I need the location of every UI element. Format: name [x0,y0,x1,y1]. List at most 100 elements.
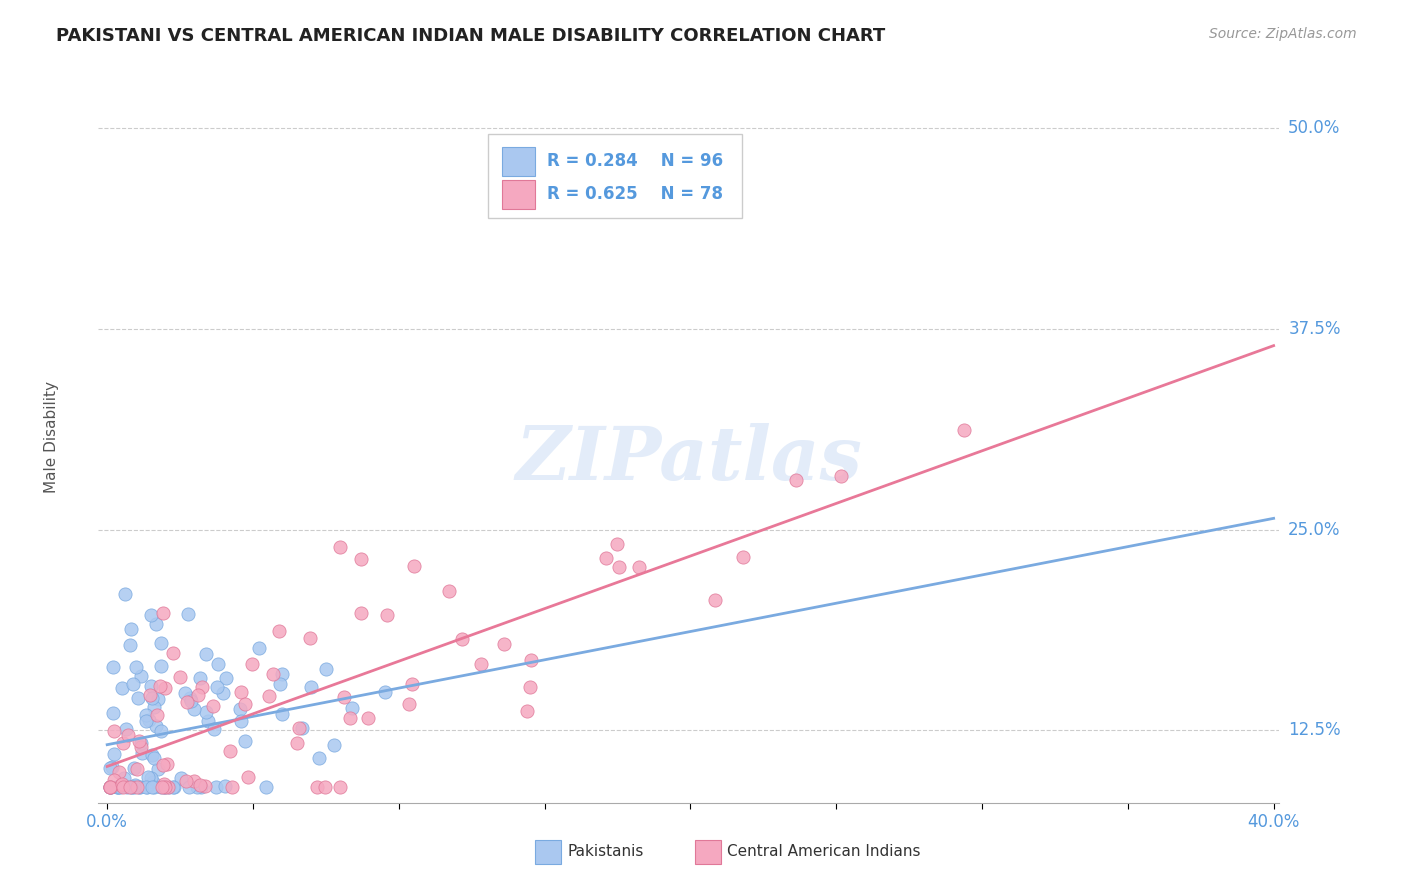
Point [150,724,173,739]
Point [162,780,184,794]
Point [136,770,159,784]
Point [103,723,125,738]
Point [139,771,162,785]
Point [314,780,336,794]
Point [231,714,253,728]
Point [329,780,352,794]
Point [150,780,173,794]
Point [519,681,541,695]
Point [150,780,173,794]
Point [627,560,650,574]
Point [401,677,423,691]
Point [98,780,121,794]
Point [374,685,396,699]
Point [98,761,121,775]
Point [108,764,131,779]
Point [139,688,162,702]
Point [315,662,337,676]
Point [731,549,754,564]
Text: Source: ZipAtlas.com: Source: ZipAtlas.com [1209,27,1357,41]
Point [120,780,142,794]
Point [267,624,290,638]
Point [120,780,142,794]
Point [98,780,121,794]
Point [180,694,202,708]
Point [120,622,142,636]
Point [112,772,135,786]
Point [174,686,197,700]
Point [398,697,420,711]
Point [323,739,346,753]
Point [350,607,373,621]
Point [205,680,228,694]
Point [146,707,169,722]
Point [339,711,361,725]
Point [145,719,167,733]
Point [142,774,165,789]
Point [194,647,217,661]
Point [125,659,148,673]
Point [138,713,160,727]
Point [153,777,176,791]
Point [607,560,630,574]
Point [152,606,174,620]
Point [127,780,149,794]
Point [197,714,219,728]
Point [157,780,180,794]
Text: PAKISTANI VS CENTRAL AMERICAN INDIAN MALE DISABILITY CORRELATION CHART: PAKISTANI VS CENTRAL AMERICAN INDIAN MAL… [56,27,886,45]
Point [135,708,157,723]
Point [111,681,134,696]
Point [129,739,152,754]
Point [221,780,243,794]
FancyBboxPatch shape [502,179,536,209]
Point [163,780,186,794]
Point [145,616,167,631]
Point [187,688,209,702]
Point [101,706,124,721]
Point [188,671,211,685]
Point [169,670,191,684]
Point [117,728,139,742]
Point [271,706,294,721]
Point [129,780,152,794]
Text: R = 0.284    N = 96: R = 0.284 N = 96 [547,153,723,170]
Point [183,774,205,789]
Point [139,680,162,694]
Point [141,747,163,762]
Point [291,721,314,735]
Point [194,705,217,719]
FancyBboxPatch shape [536,840,561,863]
Point [952,423,974,437]
Point [191,681,214,695]
Point [202,722,225,736]
Point [110,778,132,792]
Text: 25.0%: 25.0% [1288,521,1341,539]
Point [98,780,121,794]
Point [451,632,474,647]
Point [129,736,152,750]
Point [146,762,169,776]
Point [190,780,212,794]
Point [830,469,852,483]
Point [110,777,132,791]
Point [150,658,173,673]
Point [238,771,260,785]
Point [377,608,399,623]
Point [219,744,242,758]
FancyBboxPatch shape [695,840,721,863]
Point [215,671,238,685]
Point [229,685,252,699]
Point [122,780,145,794]
Point [285,736,308,750]
Point [118,638,141,652]
Point [494,638,516,652]
Point [152,757,174,772]
Point [156,780,179,794]
Point [404,558,426,573]
Point [233,697,256,711]
Point [114,587,136,601]
Point [110,780,132,794]
Point [439,583,461,598]
Point [357,711,380,725]
Point [129,669,152,683]
